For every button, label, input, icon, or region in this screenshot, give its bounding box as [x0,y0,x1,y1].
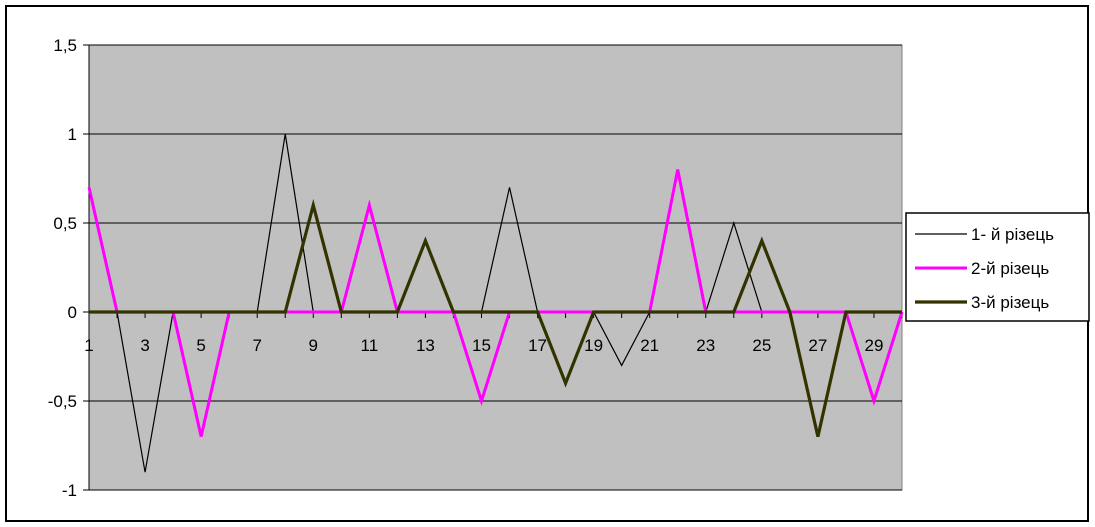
legend-label-2: 2-й різець [971,259,1049,278]
x-tick-label: 25 [752,336,771,355]
x-tick-label: 1 [84,336,93,355]
series-line-3 [89,198,902,437]
x-tick-label: 19 [584,336,603,355]
plot-area [88,44,903,491]
legend-label-3: 3-й різець [971,293,1049,312]
x-tick-label: 15 [472,336,491,355]
y-tick-label: 1,5 [53,36,77,55]
x-tick-label: 3 [140,336,149,355]
x-tick-label: 11 [361,336,379,355]
x-tick-label: 17 [528,336,547,355]
y-tick-label: 0 [68,303,77,322]
x-tick-label: 9 [309,336,318,355]
x-tick-label: 5 [196,336,205,355]
series-line-2 [87,169,904,437]
x-tick-label: 21 [640,336,659,355]
y-tick-label: 1 [68,125,77,144]
x-axis: 1 3 5 7 9 11 13 15 17 19 21 23 25 27 29 [84,312,903,355]
x-tick-label: 27 [808,336,827,355]
x-tick-label: 23 [696,336,715,355]
y-axis: -1 -0,5 0 0,5 1 1,5 [48,36,90,500]
y-tick-label: -1 [62,481,77,500]
y-tick-label: -0,5 [48,392,77,411]
series-lines [87,133,904,473]
legend: 1- й різець 2-й різець 3-й різець [905,212,1090,322]
x-tick-label: 13 [416,336,435,355]
x-tick-label: 29 [865,336,884,355]
x-tick-label: 7 [252,336,261,355]
y-tick-label: 0,5 [53,214,77,233]
legend-label-1: 1- й різець [971,225,1054,244]
